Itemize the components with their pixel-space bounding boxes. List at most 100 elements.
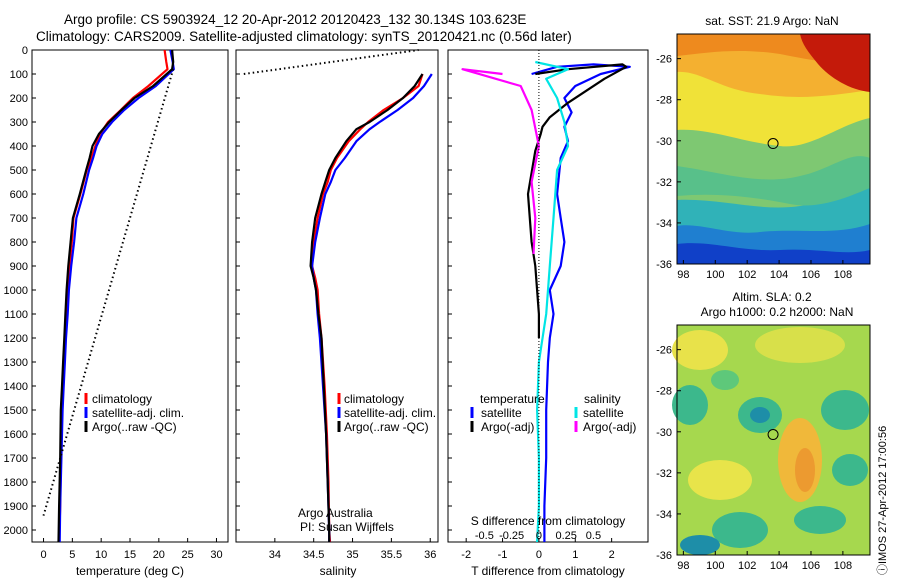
longitude-tick-label: 102 [738, 560, 756, 572]
x-axes: 0 5 10 15 20 25 30 34 34.5 35 35.5 36 -2 -1 0 1 2 -0.5 -0.… [40, 530, 614, 561]
profile-line [531, 63, 631, 542]
credit-line-1: Argo Australia [298, 506, 373, 520]
x-tick-label: 34 [269, 549, 281, 561]
latitude-tick-label: -28 [656, 95, 672, 107]
longitude-tick-label: 100 [706, 560, 724, 572]
x-tick-label: 20 [153, 549, 165, 561]
legend-label-climatology: climatology [92, 392, 152, 406]
x-tick-label: 30 [210, 549, 222, 561]
depth-tick-label: 100 [10, 69, 28, 81]
profile-line [461, 68, 541, 255]
depth-tick-label: 200 [10, 93, 28, 105]
depth-tick-label: 1000 [4, 285, 28, 297]
profile-line [58, 49, 169, 543]
profile-line [311, 73, 424, 543]
legend-label-satellite: satellite-adj. clim. [92, 406, 184, 420]
latitude-tick-label: -26 [656, 54, 672, 66]
x-tick-label: 15 [124, 549, 136, 561]
longitude-tick-label: 106 [802, 560, 820, 572]
depth-axis: 0 100 200 300 400 500 600 700 800 900 1000 1100 1200… [4, 45, 452, 537]
depth-tick-label: 2000 [4, 525, 28, 537]
x-tick-label: 0 [536, 549, 542, 561]
latitude-tick-label: -32 [656, 468, 672, 480]
legend-label-climatology: climatology [344, 392, 404, 406]
x-tick-label: 10 [95, 549, 107, 561]
depth-tick-label: 600 [10, 189, 28, 201]
s-difference-tick-label: -0.25 [499, 530, 524, 542]
profile-line [58, 49, 175, 543]
temperature-legend: climatology satellite-adj. clim. Argo(..… [84, 392, 184, 434]
latitude-tick-label: -34 [656, 509, 672, 521]
x-tick-label: 36 [424, 549, 436, 561]
credit-line-2: PI: Susan Wijffels [300, 520, 394, 534]
latitude-tick-label: -30 [656, 136, 672, 148]
salinity-axis-label: salinity [320, 564, 357, 578]
s-difference-axis-label: S difference from climatology [471, 514, 626, 528]
legend-heading-salinity: salinity [584, 392, 621, 406]
sla-map-title-line1: Altim. SLA: 0.2 [732, 290, 812, 304]
profile-line [42, 68, 175, 516]
sst-map-axes: 98 100 102 104 106 108 -26 -28 -30 -32 -34 -36 [656, 54, 852, 281]
salinity-panel-frame [235, 49, 439, 543]
t-difference-axis-label: T difference from climatology [471, 564, 625, 578]
x-tick-label: 25 [182, 549, 194, 561]
profile-line [309, 73, 424, 542]
legend-label-temperature-argo: Argo(-adj) [481, 420, 534, 434]
temperature-axis-label: temperature (deg C) [76, 564, 184, 578]
longitude-tick-label: 100 [706, 269, 724, 281]
chart-title-line1: Argo profile: CS 5903924_12 20-Apr-2012 … [64, 12, 527, 27]
depth-tick-label: 1100 [4, 309, 28, 321]
depth-tick-label: 1200 [4, 333, 28, 345]
x-tick-label: 5 [69, 549, 75, 561]
depth-tick-label: 1400 [4, 381, 28, 393]
x-tick-label: -1 [498, 549, 508, 561]
float-position-marker-sst [767, 138, 779, 150]
latitude-tick-label: -36 [656, 259, 672, 271]
legend-heading-temperature: temperature [480, 392, 545, 406]
legend-label-salinity-argo: Argo(-adj) [583, 420, 636, 434]
s-difference-tick-label: -0.5 [475, 530, 494, 542]
longitude-tick-label: 108 [834, 560, 852, 572]
profile-line [526, 63, 628, 338]
profile-line [243, 49, 419, 75]
x-tick-label: 35.5 [381, 549, 402, 561]
latitude-tick-label: -26 [656, 345, 672, 357]
difference-legend: temperature salinity satellite Argo(-adj… [470, 392, 636, 434]
legend-label-temperature-satellite: satellite [481, 406, 522, 420]
sla-map [672, 324, 871, 556]
depth-tick-label: 0 [22, 45, 28, 57]
legend-label-argo: Argo(..raw -QC) [92, 420, 177, 434]
latitude-tick-label: -36 [656, 550, 672, 562]
depth-tick-label: 700 [10, 213, 28, 225]
x-tick-label: 35 [346, 549, 358, 561]
longitude-tick-label: 102 [738, 269, 756, 281]
depth-tick-label: 1900 [4, 501, 28, 513]
difference-panel-frame [447, 49, 649, 543]
depth-tick-label: 500 [10, 165, 28, 177]
depth-tick-label: 300 [10, 117, 28, 129]
salinity-legend: climatology satellite-adj. clim. Argo(..… [337, 392, 436, 434]
legend-label-salinity-satellite: satellite [583, 406, 624, 420]
depth-tick-label: 1700 [4, 453, 28, 465]
s-difference-tick-label: 0.25 [555, 530, 576, 542]
depth-tick-label: 1800 [4, 477, 28, 489]
x-tick-label: -2 [461, 549, 471, 561]
x-tick-label: 34.5 [303, 549, 324, 561]
legend-label-satellite: satellite-adj. clim. [344, 406, 436, 420]
depth-tick-label: 1600 [4, 429, 28, 441]
longitude-tick-label: 108 [834, 269, 852, 281]
longitude-tick-label: 104 [770, 269, 788, 281]
profile-series [42, 49, 631, 543]
longitude-tick-label: 98 [677, 269, 689, 281]
sla-map-title-line2: Argo h1000: 0.2 h2000: NaN [701, 305, 854, 319]
latitude-tick-label: -30 [656, 427, 672, 439]
legend-label-argo: Argo(..raw -QC) [344, 420, 429, 434]
profile-line [57, 49, 175, 543]
float-position-marker-sla [767, 429, 779, 441]
longitude-tick-label: 98 [677, 560, 689, 572]
longitude-tick-label: 104 [770, 560, 788, 572]
sst-map [676, 33, 871, 265]
latitude-tick-label: -32 [656, 177, 672, 189]
chart-title-line2: Climatology: CARS2009. Satellite-adjuste… [36, 29, 572, 44]
